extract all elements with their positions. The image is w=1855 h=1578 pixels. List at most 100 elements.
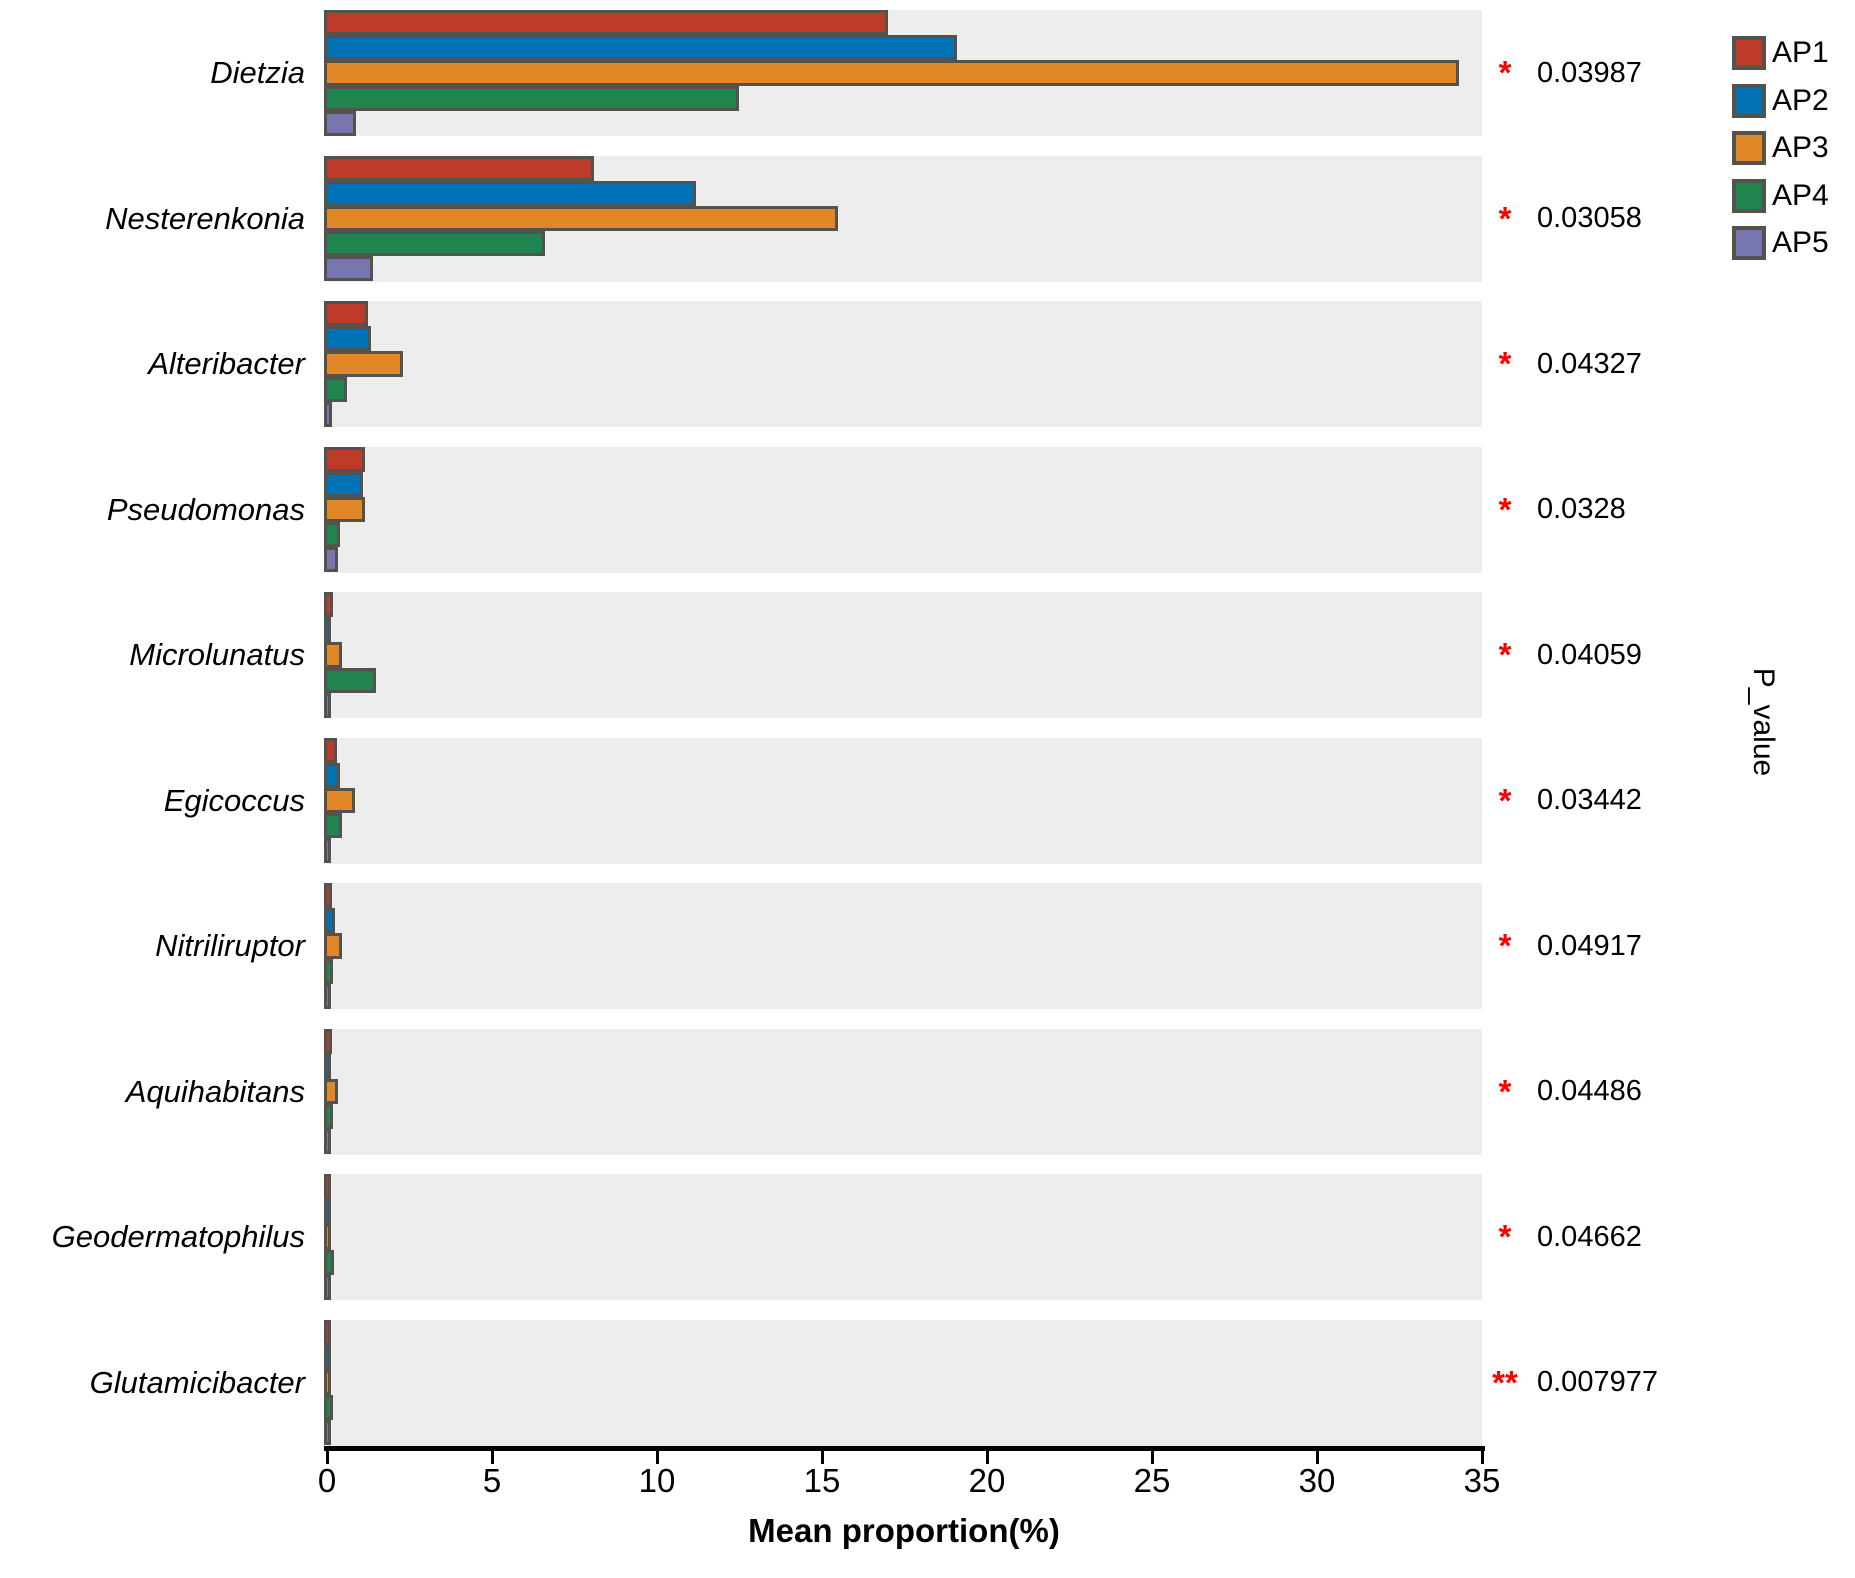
x-axis-tick: [985, 1451, 989, 1464]
x-axis-tick: [820, 1451, 824, 1464]
category-band: [327, 883, 1482, 1009]
category-band: [327, 592, 1482, 718]
x-axis-tick-label: 0: [317, 1462, 337, 1499]
legend-item-ap1: AP1: [1732, 36, 1852, 70]
category-band: [327, 1028, 1482, 1155]
x-axis-title: Mean proportion(%): [748, 1512, 1060, 1549]
bar-ap3: [324, 1224, 331, 1250]
x-axis-tick-label: 25: [1133, 1462, 1171, 1499]
bar-ap2: [324, 1199, 331, 1225]
category-label: Aquihabitans: [125, 1073, 305, 1109]
bar-ap2: [324, 1053, 331, 1079]
category-band: [327, 301, 1482, 427]
bar-ap4: [324, 1104, 333, 1130]
legend-swatch: [1732, 226, 1766, 260]
x-axis-tick: [1480, 1451, 1484, 1464]
bar-ap3: [324, 496, 365, 523]
p-value: 0.04327: [1537, 347, 1642, 380]
category-label: Dietzia: [210, 55, 305, 90]
bar-ap1: [324, 446, 365, 472]
category-label: Geodermatophilus: [51, 1219, 305, 1254]
bar-ap3: [324, 1369, 331, 1396]
p-value: 0.04917: [1537, 929, 1642, 962]
bar-ap4: [324, 522, 340, 548]
legend-item-ap5: AP5: [1732, 226, 1852, 260]
legend-label: AP4: [1772, 178, 1829, 212]
legend-swatch: [1732, 83, 1766, 118]
x-axis-tick-label: 20: [968, 1462, 1006, 1499]
significance-stars: *: [1498, 199, 1512, 237]
x-axis-tick: [1150, 1451, 1154, 1464]
category-band: [327, 1319, 1482, 1446]
bar-ap1: [324, 10, 888, 36]
bar-ap1: [324, 592, 334, 618]
legend-item-ap2: AP2: [1732, 83, 1852, 118]
bar-ap3: [324, 642, 342, 668]
bar-ap4: [324, 1395, 334, 1421]
bar-ap3: [324, 787, 355, 814]
bar-ap4: [324, 813, 342, 839]
category-label: Nesterenkonia: [105, 200, 305, 236]
bar-ap5: [324, 1274, 331, 1300]
bar-ap5: [324, 401, 332, 427]
x-axis-tick-label: 15: [803, 1462, 841, 1499]
legend-item-ap3: AP3: [1732, 131, 1852, 165]
bar-ap4: [324, 1249, 334, 1275]
bar-ap1: [324, 737, 337, 763]
p-value: 0.0328: [1537, 493, 1626, 525]
bar-ap3: [324, 933, 343, 959]
bar-ap1: [324, 1174, 331, 1200]
legend-label: AP1: [1772, 36, 1829, 69]
bar-ap2: [324, 471, 363, 497]
bar-ap2: [324, 908, 335, 934]
bar-ap5: [324, 983, 331, 1009]
p-value: 0.007977: [1537, 1366, 1658, 1398]
legend-label: AP5: [1772, 226, 1829, 259]
legend-label: AP3: [1772, 131, 1829, 164]
category-label: Glutamicibacter: [89, 1364, 305, 1400]
x-axis-tick: [655, 1451, 659, 1464]
p-value: 0.04662: [1537, 1220, 1642, 1253]
significance-stars: *: [1498, 490, 1512, 528]
bar-ap4: [324, 85, 740, 111]
bar-ap4: [324, 667, 377, 693]
bar-ap4: [324, 231, 545, 257]
bar-ap5: [324, 110, 357, 136]
bar-ap2: [324, 1344, 331, 1370]
bar-ap1: [324, 883, 333, 909]
category-band: [327, 1174, 1482, 1300]
significance-stars: *: [1498, 927, 1512, 964]
significance-stars: *: [1498, 781, 1512, 819]
bar-ap5: [324, 256, 373, 282]
x-axis-tick-label: 5: [482, 1462, 502, 1499]
bar-ap2: [324, 180, 697, 206]
bar-ap5: [324, 692, 331, 718]
significance-stars: *: [1498, 1218, 1512, 1255]
bar-ap2: [324, 762, 340, 788]
right-axis-title: P_value: [1747, 667, 1780, 777]
p-value: 0.03987: [1537, 56, 1642, 89]
category-label: Nitriliruptor: [155, 928, 305, 963]
category-band: [327, 446, 1482, 573]
legend-swatch: [1732, 131, 1766, 165]
category-label: Pseudomonas: [106, 491, 305, 527]
x-axis-tick-label: 35: [1463, 1462, 1501, 1499]
significance-stars: *: [1498, 54, 1512, 91]
bar-ap2: [324, 326, 372, 352]
p-value: 0.03442: [1537, 784, 1642, 816]
bar-ap1: [324, 1319, 331, 1345]
bar-ap3: [324, 1078, 339, 1105]
bar-ap3: [324, 351, 403, 377]
significance-stars: **: [1492, 1363, 1518, 1401]
x-axis-line: [324, 1446, 1485, 1451]
x-axis-tick: [490, 1451, 494, 1464]
x-axis-tick-label: 30: [1298, 1462, 1336, 1499]
significance-stars: *: [1498, 345, 1512, 382]
x-axis-tick: [1315, 1451, 1319, 1464]
bar-ap4: [324, 376, 347, 402]
bar-ap5: [324, 1420, 331, 1446]
bar-ap3: [324, 60, 1459, 86]
category-band: [327, 737, 1482, 864]
bar-ap5: [324, 547, 339, 573]
